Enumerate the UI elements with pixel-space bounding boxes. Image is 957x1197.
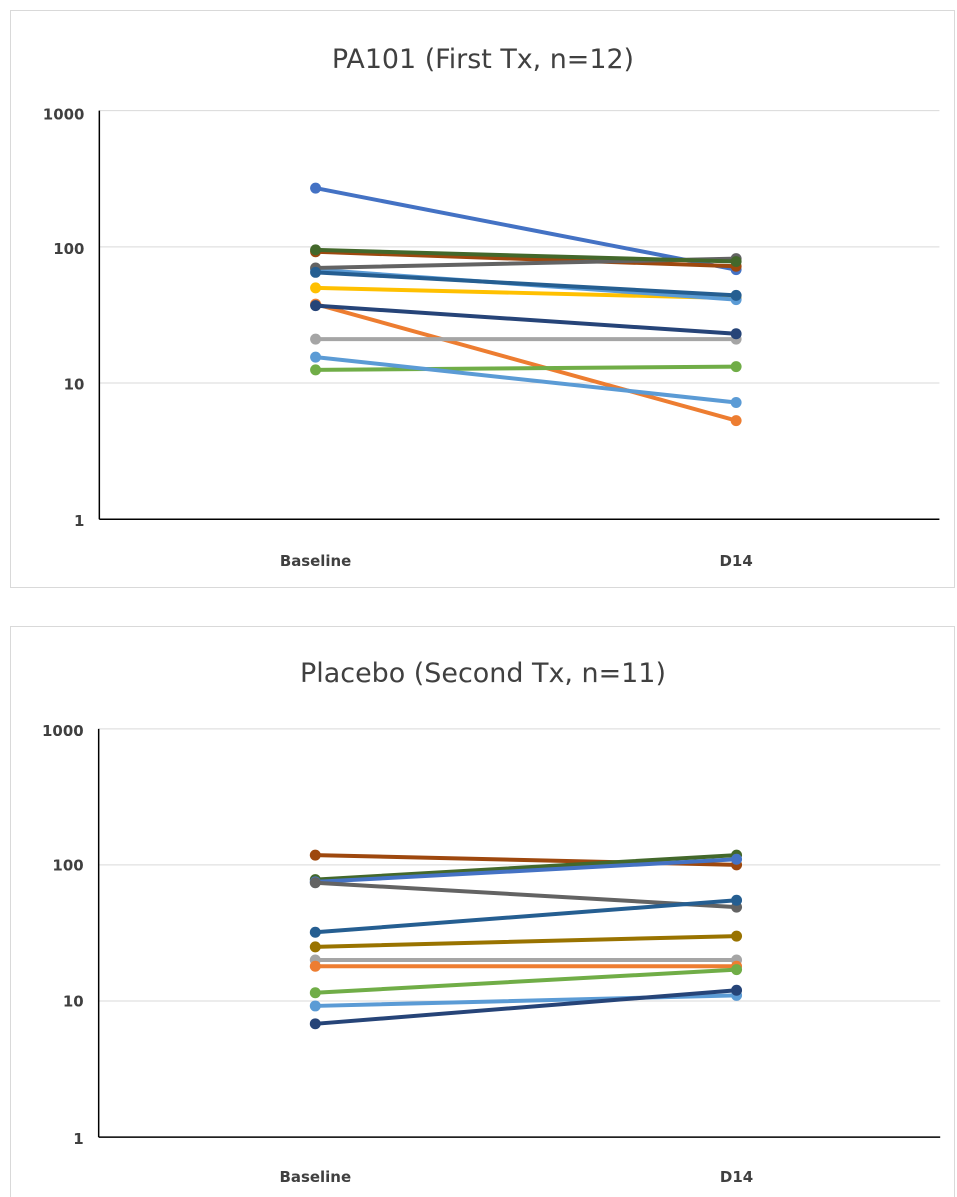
series-line	[313, 988, 739, 1026]
data-point-d14	[731, 930, 743, 942]
series-line	[313, 934, 739, 949]
data-point-d14	[730, 289, 742, 301]
series-8	[309, 960, 743, 972]
series-line	[313, 857, 739, 884]
chart-title: Placebo (Second Tx, n=11)	[300, 658, 666, 689]
chart-panel-pa101: PA101 (First Tx, n=12) 1000 100 10 1 Bas…	[10, 10, 955, 588]
series-line	[313, 186, 739, 272]
data-point-baseline	[309, 1018, 321, 1030]
data-point-baseline	[309, 941, 321, 953]
data-point-baseline	[309, 849, 321, 861]
series-5	[309, 894, 743, 938]
y-tick-label-1000: 1000	[42, 722, 84, 740]
data-point-baseline	[309, 987, 321, 999]
data-point-d14	[730, 256, 742, 268]
series-9	[309, 964, 743, 999]
data-point-d14	[731, 984, 743, 996]
chart-placebo: Placebo (Second Tx, n=11) 1000 100 10 1 …	[42, 658, 941, 1186]
data-point-d14	[730, 328, 742, 340]
series-line	[313, 364, 739, 372]
series-3	[310, 333, 742, 345]
data-point-baseline	[309, 926, 321, 938]
series-line	[313, 967, 739, 995]
series-line	[313, 853, 739, 882]
y-tick-label-100: 100	[52, 857, 83, 875]
data-point-d14	[730, 415, 742, 427]
series-line	[313, 355, 739, 405]
y-tick-label-1: 1	[74, 512, 84, 530]
series-7	[310, 300, 742, 340]
data-point-baseline	[310, 266, 322, 278]
data-point-baseline	[309, 1000, 321, 1012]
x-category-label-d14: D14	[720, 1168, 753, 1186]
y-tick-label-1000: 1000	[43, 106, 85, 124]
series-6	[310, 361, 742, 376]
data-point-d14	[731, 894, 743, 906]
y-tick-label-10: 10	[64, 376, 85, 394]
data-point-baseline	[309, 877, 321, 889]
x-category-label-baseline: Baseline	[280, 552, 352, 570]
data-point-baseline	[309, 960, 321, 972]
series-10	[310, 244, 742, 268]
series-line	[313, 880, 739, 910]
data-point-d14	[731, 853, 743, 865]
x-category-label-d14: D14	[720, 552, 753, 570]
data-point-baseline	[310, 300, 322, 312]
series-7	[309, 954, 743, 966]
series-12	[310, 266, 742, 301]
plot-area	[98, 110, 940, 520]
data-point-baseline	[310, 333, 322, 345]
series-line	[313, 898, 739, 935]
series-4	[309, 877, 743, 913]
series-line	[313, 270, 739, 298]
series-11	[310, 351, 742, 408]
chart-panel-placebo: Placebo (Second Tx, n=11) 1000 100 10 1 …	[10, 626, 955, 1197]
y-tick-label-100: 100	[53, 240, 84, 258]
data-point-baseline	[310, 244, 322, 256]
series-line	[313, 302, 739, 423]
x-category-label-baseline: Baseline	[279, 1168, 351, 1186]
series-line	[313, 249, 739, 269]
chart-pa101: PA101 (First Tx, n=12) 1000 100 10 1 Bas…	[43, 44, 940, 570]
data-point-d14	[731, 964, 743, 976]
data-point-baseline	[310, 282, 322, 294]
data-point-baseline	[310, 364, 322, 376]
y-tick-label-1: 1	[73, 1130, 83, 1148]
plot-area	[97, 728, 941, 1138]
data-point-d14	[730, 396, 742, 408]
chart-title: PA101 (First Tx, n=12)	[332, 44, 634, 75]
data-point-baseline	[310, 351, 322, 363]
series-11	[309, 984, 743, 1030]
data-point-baseline	[310, 182, 322, 194]
series-line	[313, 247, 739, 264]
data-point-d14	[730, 361, 742, 373]
series-line	[313, 303, 739, 336]
y-tick-label-10: 10	[63, 992, 84, 1010]
series-6	[309, 930, 743, 953]
